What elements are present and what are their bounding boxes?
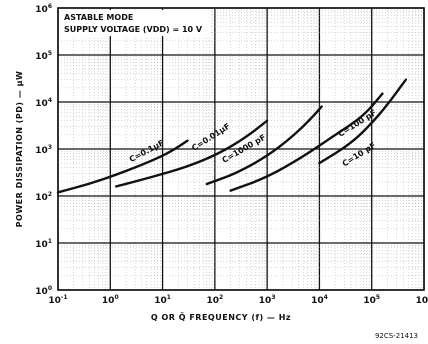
figure-code: 92CS-21413 <box>375 332 418 340</box>
y-tick-label: 105 <box>35 50 52 62</box>
series-line <box>205 105 323 186</box>
y-tick-label: 103 <box>35 144 52 156</box>
series-line <box>56 139 189 194</box>
x-tick-label: 102 <box>206 294 223 306</box>
tick-labels: 10-1100101102103104105106100101102103104… <box>35 3 428 306</box>
x-tick-label: 105 <box>363 294 380 306</box>
series-line <box>115 119 269 188</box>
x-axis-label: Q OR Q̄ FREQUENCY (f) — Hz <box>151 312 291 322</box>
y-tick-label: 104 <box>35 97 52 109</box>
y-tick-label: 106 <box>35 3 52 15</box>
annotation-line-1: ASTABLE MODE <box>64 13 133 22</box>
x-tick-label: 101 <box>154 294 171 306</box>
x-tick-label: 100 <box>102 294 119 306</box>
annotation-box: ASTABLE MODE SUPPLY VOLTAGE (VDD) = 10 V <box>60 10 210 36</box>
y-tick-label: 102 <box>35 191 52 203</box>
y-axis-label: POWER DISSIPATION (PD) — μW <box>15 71 24 228</box>
annotation-background <box>60 10 210 36</box>
annotation-line-2: SUPPLY VOLTAGE (VDD) = 10 V <box>64 25 203 34</box>
x-tick-label: 10-1 <box>48 294 67 306</box>
y-tick-label: 101 <box>35 238 52 250</box>
x-tick-label: 106 <box>416 294 428 306</box>
series-line <box>318 78 408 165</box>
y-tick-label: 100 <box>35 285 52 297</box>
x-tick-label: 103 <box>259 294 276 306</box>
x-tick-label: 104 <box>311 294 328 306</box>
plot-frame <box>57 7 425 291</box>
series-line <box>229 92 384 192</box>
